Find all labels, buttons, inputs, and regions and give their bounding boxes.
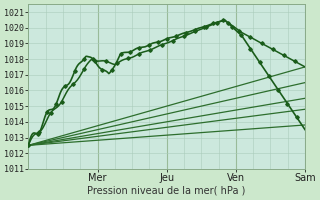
X-axis label: Pression niveau de la mer( hPa ): Pression niveau de la mer( hPa ) bbox=[87, 186, 246, 196]
